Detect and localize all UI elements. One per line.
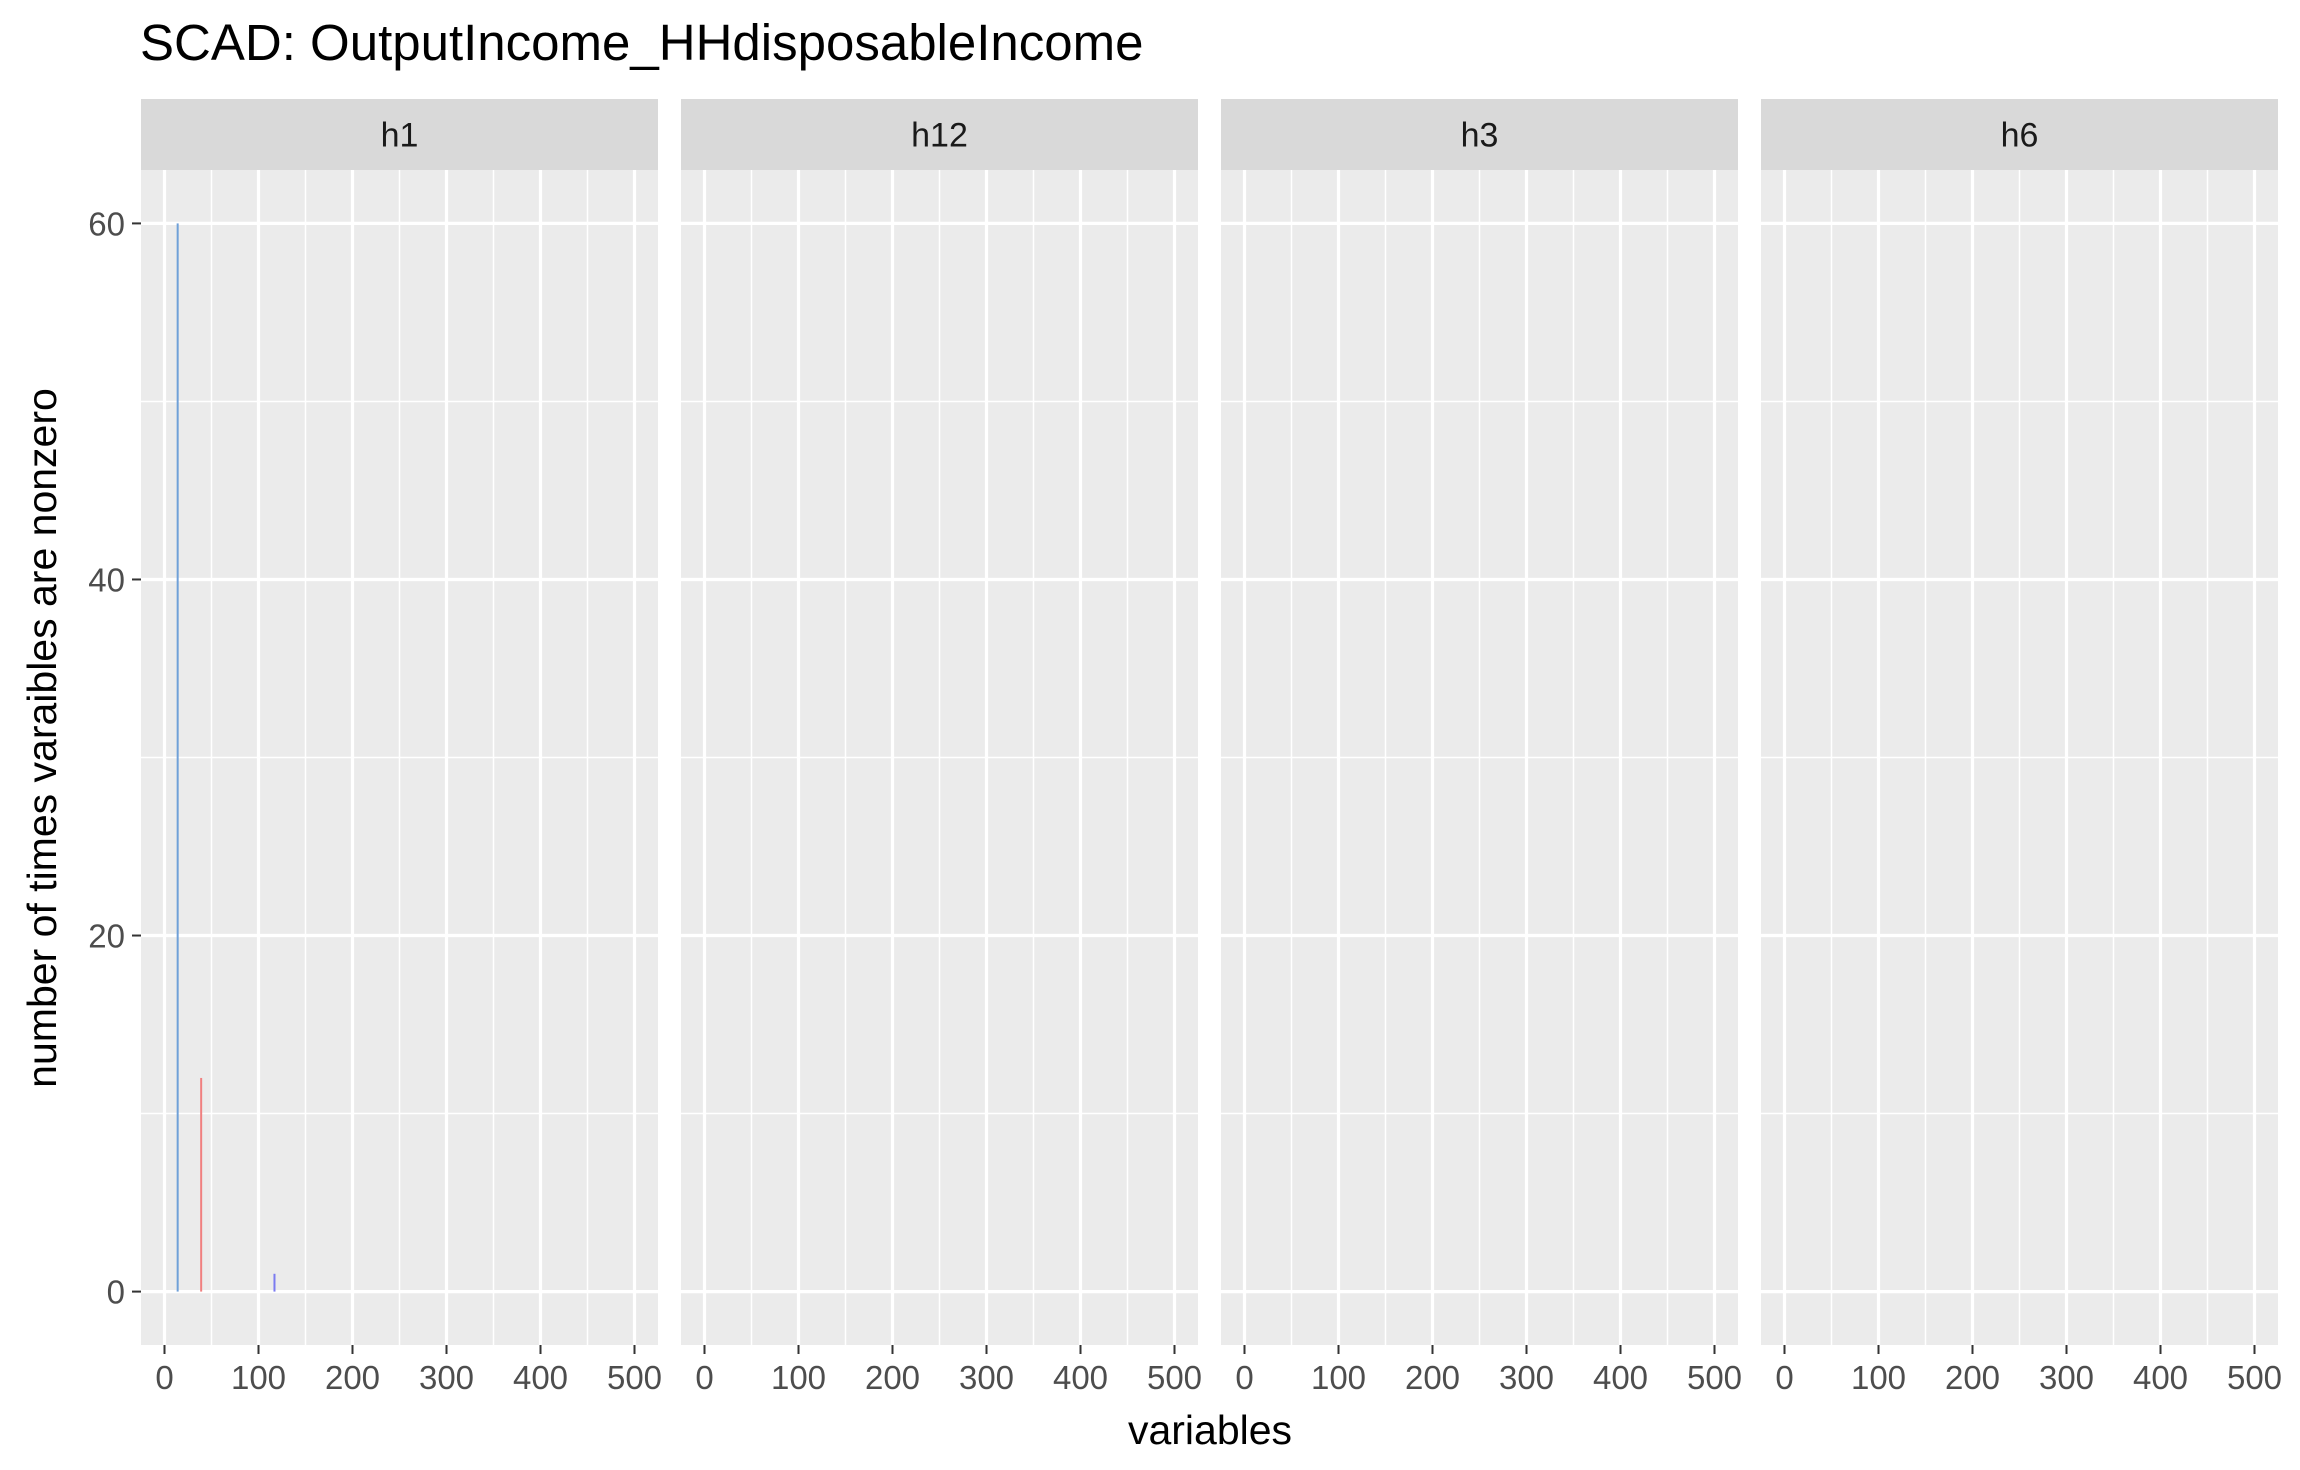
x-tick-label: 100 [231, 1359, 286, 1396]
x-tick-label: 100 [1311, 1359, 1366, 1396]
facet-h3: h3 0 100 200 300 400 500 [1221, 99, 1742, 1396]
x-tick-label: 400 [1053, 1359, 1108, 1396]
x-tick-label: 500 [1147, 1359, 1202, 1396]
x-tick-label: 500 [607, 1359, 662, 1396]
facet-strip [141, 99, 658, 170]
facet-strip [1221, 99, 1738, 170]
chart-title: SCAD: OutputIncome_HHdisposableIncome [140, 14, 1144, 71]
x-tick-label: 0 [1235, 1359, 1253, 1396]
x-tick-label: 500 [1687, 1359, 1742, 1396]
facets-layer: h1 0 100 200 300 400 500 0 20 40 60 h12 0 100 200 300 40… [88, 99, 2282, 1396]
x-tick-label: 0 [1775, 1359, 1793, 1396]
y-tick-label: 40 [88, 561, 125, 598]
x-tick-label: 300 [1499, 1359, 1554, 1396]
facet-h1: h1 0 100 200 300 400 500 0 20 40 60 [88, 99, 662, 1396]
facet-h6: h6 0 100 200 300 400 500 [1761, 99, 2282, 1396]
y-axis-title: number of times varaibles are nonzero [19, 388, 65, 1088]
y-tick-label: 0 [107, 1274, 125, 1311]
x-tick-label: 400 [513, 1359, 568, 1396]
x-tick-label: 200 [1405, 1359, 1460, 1396]
bar [200, 1077, 203, 1292]
y-tick-label: 60 [88, 205, 125, 242]
x-tick-label: 500 [2227, 1359, 2282, 1396]
x-tick-label: 300 [419, 1359, 474, 1396]
x-tick-label: 100 [771, 1359, 826, 1396]
x-tick-label: 200 [865, 1359, 920, 1396]
x-tick-label: 400 [1593, 1359, 1648, 1396]
facet-label: h1 [381, 117, 419, 155]
x-tick-label: 0 [155, 1359, 173, 1396]
facet-label: h3 [1461, 117, 1499, 155]
x-tick-label: 200 [325, 1359, 380, 1396]
x-tick-label: 300 [959, 1359, 1014, 1396]
bar [176, 223, 179, 1292]
bar [273, 1273, 276, 1292]
facet-strip [681, 99, 1198, 170]
x-tick-label: 200 [1945, 1359, 2000, 1396]
facet-h12: h12 0 100 200 300 400 500 [681, 99, 1202, 1396]
x-tick-label: 400 [2133, 1359, 2188, 1396]
x-tick-label: 300 [2039, 1359, 2094, 1396]
x-axis-title: variables [1128, 1407, 1292, 1453]
y-tick-label: 20 [88, 918, 125, 955]
x-tick-label: 0 [695, 1359, 713, 1396]
facet-strip [1761, 99, 2278, 170]
x-tick-label: 100 [1851, 1359, 1906, 1396]
facet-label: h12 [911, 117, 968, 155]
facet-label: h6 [2001, 117, 2039, 155]
